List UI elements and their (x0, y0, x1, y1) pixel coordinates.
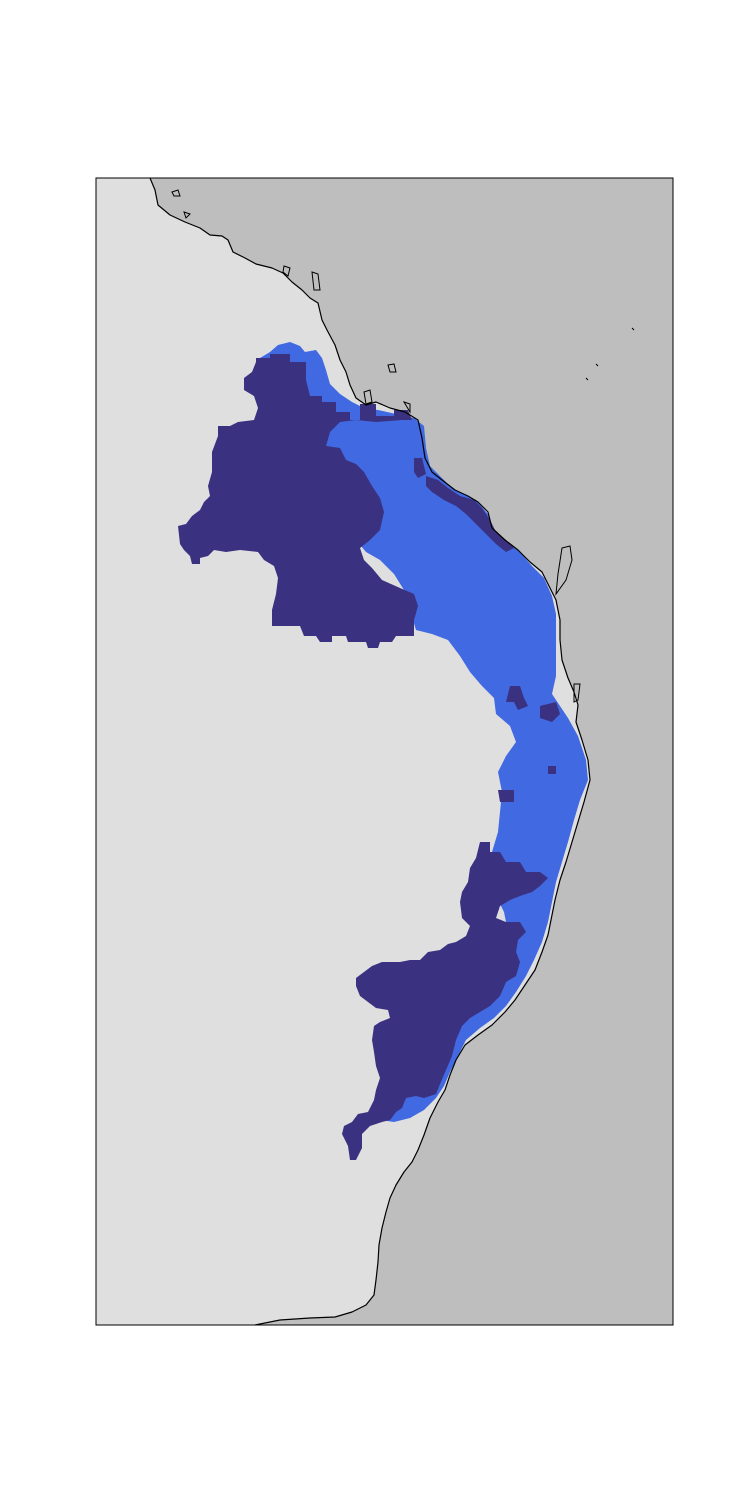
range-dark-patch-2 (426, 476, 514, 552)
islands (171, 189, 635, 703)
range-dark-layer (178, 354, 560, 1160)
island-5 (387, 363, 397, 373)
island-1 (171, 189, 181, 197)
island-2 (183, 211, 191, 219)
range-dark-north (178, 354, 418, 648)
range-dark-patch-3 (506, 686, 528, 710)
island-8 (555, 545, 573, 596)
island-3 (282, 265, 291, 277)
range-light-north (260, 342, 588, 1122)
range-dark-patch-7 (478, 866, 508, 892)
range-dark-patch-1 (414, 458, 426, 478)
range-dark-patch-4 (540, 702, 560, 722)
island-10 (585, 327, 635, 381)
range-dark-patch-6 (548, 766, 556, 774)
range-dark-south (342, 842, 548, 1160)
island-7 (402, 401, 411, 414)
coastline (149, 178, 591, 1325)
map-frame (95, 177, 674, 1326)
island-4 (311, 271, 321, 291)
island-9 (573, 683, 581, 703)
range-light-layer (260, 342, 588, 1122)
island-6 (363, 389, 373, 405)
range-dark-patch-5 (498, 790, 514, 802)
